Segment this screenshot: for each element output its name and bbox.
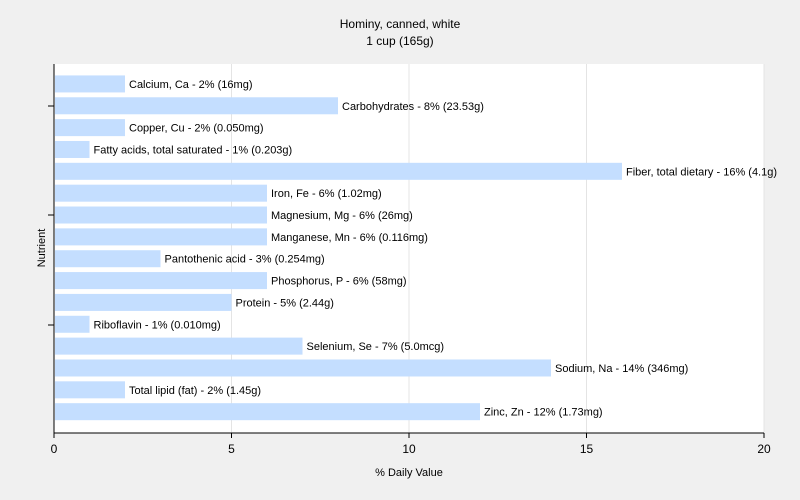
bar [55,206,267,224]
bar [55,250,161,268]
bar-label: Fatty acids, total saturated - 1% (0.203… [94,144,293,156]
bar-label: Zinc, Zn - 12% (1.73mg) [484,407,603,419]
x-tick-label: 20 [757,442,771,456]
bars-group: Calcium, Ca - 2% (16mg) Carbohydrates - 8… [55,75,777,421]
bar-label: Iron, Fe - 6% (1.02mg) [271,188,382,200]
bar [55,403,480,421]
bar [55,162,622,180]
bar [55,359,551,377]
bar [55,140,90,158]
x-tick-label: 0 [51,442,58,456]
bar-label: Manganese, Mn - 6% (0.116mg) [271,232,428,244]
bar [55,315,90,333]
axes-group: 0 5 10 15 20 [48,64,771,456]
bar-label: Riboflavin - 1% (0.010mg) [94,319,221,331]
bar [55,272,267,290]
chart-title: Hominy, canned, white [340,17,461,31]
bar-label: Calcium, Ca - 2% (16mg) [129,79,252,91]
bar-label: Total lipid (fat) - 2% (1.45g) [129,385,261,397]
bar [55,293,232,311]
bar-label: Carbohydrates - 8% (23.53g) [342,101,484,113]
bar [55,337,303,355]
x-tick-label: 5 [228,442,235,456]
bar-label: Sodium, Na - 14% (346mg) [555,363,688,375]
x-tick-label: 15 [580,442,594,456]
bar-label: Selenium, Se - 7% (5.0mcg) [307,341,445,353]
bar-label: Phosphorus, P - 6% (58mg) [271,276,407,288]
bar-label: Magnesium, Mg - 6% (26mg) [271,210,413,222]
bar [55,381,125,399]
x-axis-label: % Daily Value [375,467,443,479]
chart-subtitle: 1 cup (165g) [366,34,433,48]
bar [55,75,125,93]
bar-label: Protein - 5% (2.44g) [236,297,334,309]
bar [55,97,338,115]
bar-label: Fiber, total dietary - 16% (4.1g) [626,166,777,178]
bar [55,119,125,137]
x-tick-label: 10 [402,442,416,456]
bar-label: Copper, Cu - 2% (0.050mg) [129,123,264,135]
bar-label: Pantothenic acid - 3% (0.254mg) [165,254,325,266]
bar [55,228,267,246]
bar [55,184,267,202]
y-axis-label: Nutrient [36,229,48,268]
